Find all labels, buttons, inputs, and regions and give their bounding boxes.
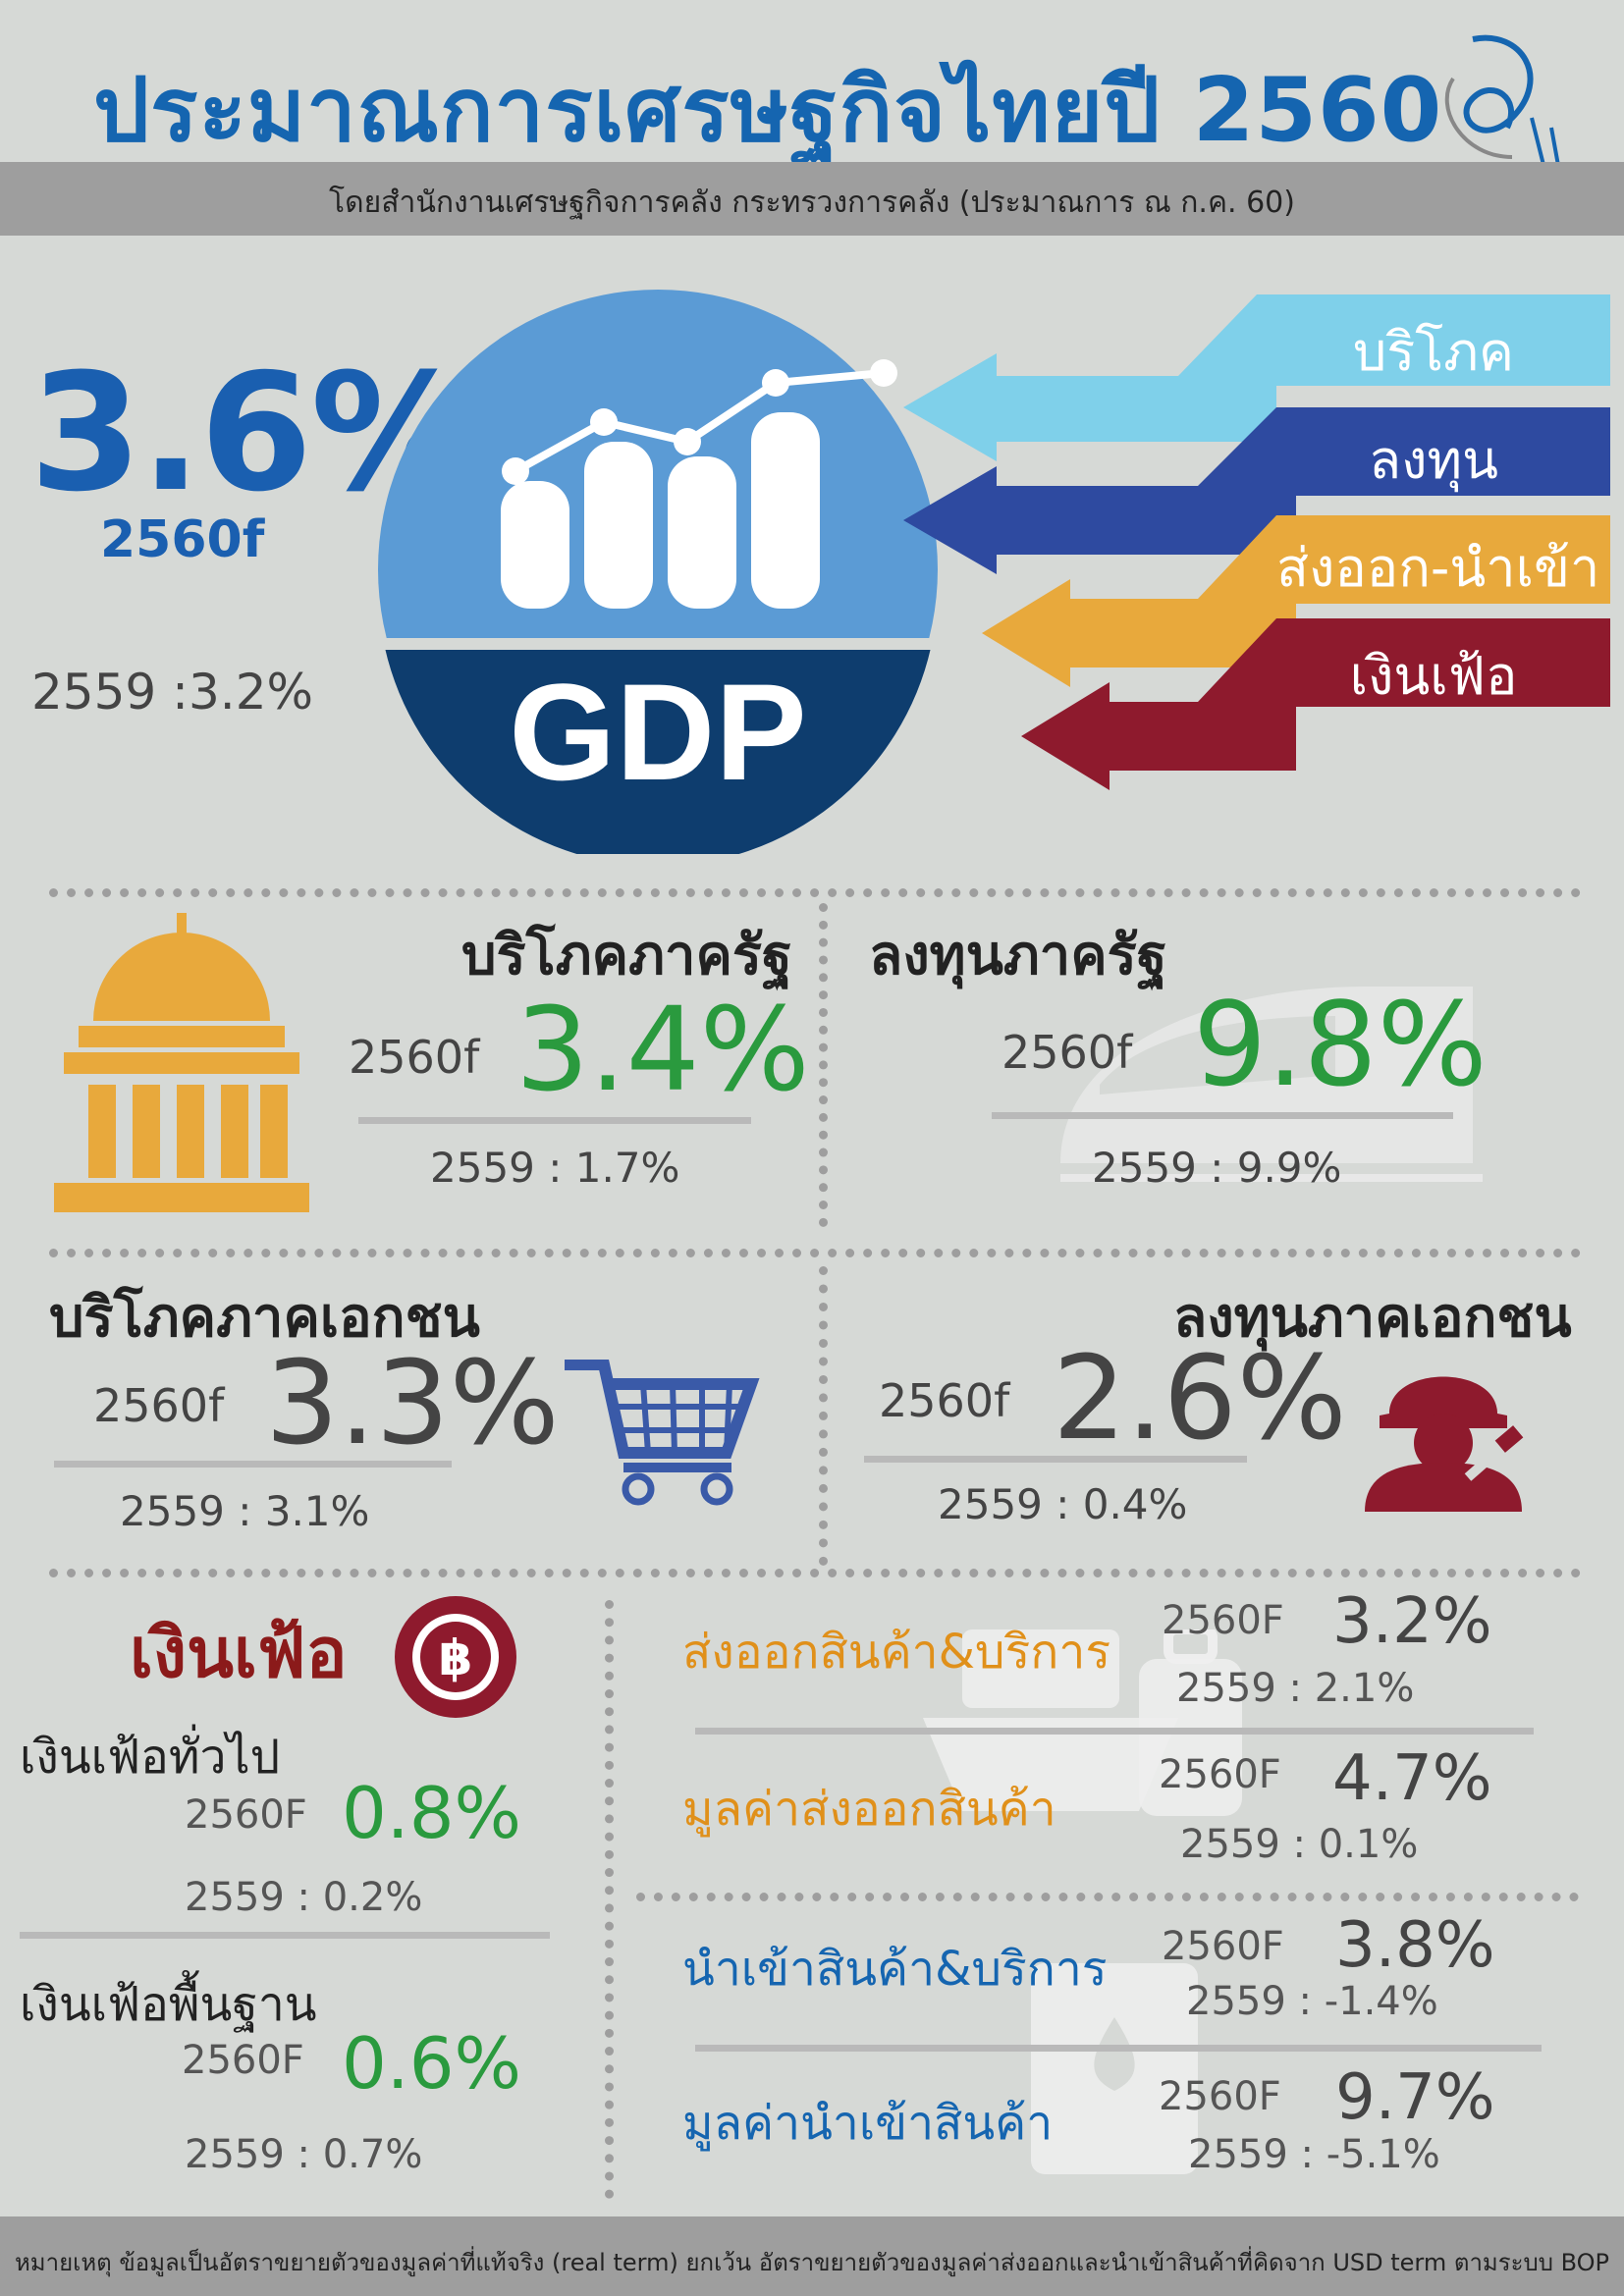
private-investment-title: ลงทุนภาคเอกชน [1173,1286,1572,1350]
public-consumption-year: 2560f [349,1031,480,1084]
divider [49,888,1581,897]
divider [636,1893,1579,1901]
core-inflation-label: เงินเฟ้อพื้นฐาน [20,1977,317,2032]
headline-inflation-value: 0.8% [342,1772,521,1854]
footer-note: หมายเหตุ ข้อมูลเป็นอัตราขยายตัวของมูลค่า… [14,2249,1610,2276]
public-consumption-title: บริโภคภาครัฐ [461,924,792,988]
gdp-arrows [903,294,1610,790]
component-investment: ลงทุน [1369,429,1498,491]
divider [819,903,828,1227]
underline [864,1456,1247,1463]
underline [695,1728,1534,1735]
underline [20,1932,550,1939]
oil-barrel-icon [1031,1963,1198,2174]
underline [54,1461,452,1468]
trade-label: มูลค่านำเข้าสินค้า [682,2096,1054,2151]
inflation-title: เงินเฟ้อ [130,1613,348,1693]
divider [49,1249,1581,1257]
trade-value: 4.7% [1332,1742,1492,1815]
svg-text:฿: ฿ [439,1629,473,1686]
component-trade: ส่งออก-นำเข้า [1276,537,1600,599]
gdp-circle [378,290,938,854]
headline-inflation-year: 2560F [185,1792,307,1838]
cargo-ship-icon [923,1629,1178,1811]
private-consumption-year: 2560f [93,1379,225,1432]
trade-previous: 2559 : -5.1% [1188,2132,1440,2177]
trade-year: 2560F [1159,2074,1281,2119]
gdp-label: GDP [509,655,807,809]
trade-previous: 2559 : 2.1% [1176,1666,1415,1711]
underline [992,1112,1453,1119]
trade-previous: 2559 : 0.1% [1180,1822,1419,1867]
private-consumption-title: บริโภคภาคเอกชน [49,1286,480,1350]
trade-value: 3.2% [1332,1585,1492,1658]
footer-bar [0,2216,1624,2296]
private-investment-year: 2560f [879,1374,1010,1427]
luggage-icon [1139,1629,1242,1816]
public-consumption-value: 3.4% [515,982,810,1117]
page-subtitle: โดยสำนักงานเศรษฐกิจการคลัง กระทรวงการคลั… [329,186,1295,220]
underline [358,1117,751,1124]
trade-value: 9.7% [1335,2061,1495,2134]
private-investment-previous: 2559 : 0.4% [938,1480,1188,1528]
private-consumption-previous: 2559 : 3.1% [120,1487,370,1535]
core-inflation-previous: 2559 : 0.7% [185,2132,423,2177]
public-consumption-previous: 2559 : 1.7% [430,1144,680,1192]
public-investment-year: 2560f [1001,1026,1133,1079]
page-title: ประมาณการเศรษฐกิจไทยปี 2560 [93,59,1443,162]
divider [605,1600,614,2199]
trade-year: 2560F [1162,1598,1284,1643]
subtitle-bar [0,162,1624,236]
trade-year: 2560F [1162,1924,1284,1969]
government-building-icon [54,913,309,1212]
gdp-previous: 2559 :3.2% [31,664,314,721]
trade-year: 2560F [1159,1752,1281,1797]
bar-chart-icon [501,359,897,609]
train-icon [1060,987,1483,1182]
component-inflation: เงินเฟ้อ [1349,645,1518,707]
headline-inflation-label: เงินเฟ้อทั่วไป [20,1730,281,1785]
trade-label: นำเข้าสินค้า&บริการ [682,1942,1108,1997]
headline-inflation-previous: 2559 : 0.2% [185,1875,423,1920]
gdp-year: 2560f [100,510,265,569]
baht-coin-icon: ฿ [395,1596,516,1718]
trade-label: ส่งออกสินค้า&บริการ [682,1625,1111,1680]
public-investment-title: ลงทุนภาครัฐ [869,924,1167,988]
trade-label: มูลค่าส่งออกสินค้า [682,1782,1056,1837]
shopping-cart-icon [565,1360,760,1506]
underline [695,2045,1542,2052]
core-inflation-year: 2560F [182,2038,304,2083]
worker-icon [1365,1376,1524,1512]
public-investment-previous: 2559 : 9.9% [1092,1144,1342,1192]
trade-previous: 2559 : -1.4% [1186,1979,1438,2024]
core-inflation-value: 0.6% [342,2022,521,2105]
divider [819,1266,828,1566]
divider [49,1569,1581,1577]
private-investment-value: 2.6% [1053,1330,1347,1466]
component-consumption: บริโภค [1352,321,1514,383]
trade-value: 3.8% [1335,1909,1495,1982]
public-investment-value: 9.8% [1193,977,1488,1112]
private-consumption-value: 3.3% [265,1335,560,1470]
